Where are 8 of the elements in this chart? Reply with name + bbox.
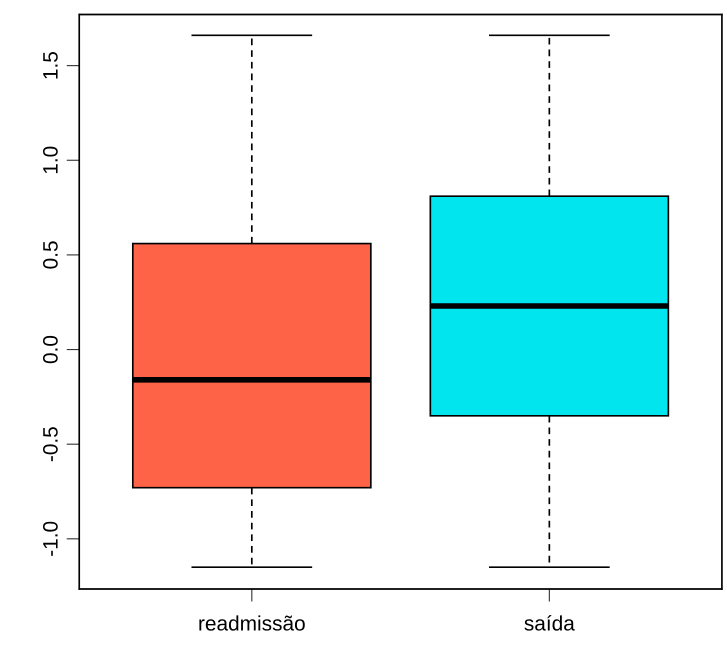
y-tick-label: 1.0 (43, 146, 58, 174)
y-tick-label: 0.0 (43, 336, 58, 364)
y-tick-label: 1.5 (43, 52, 58, 79)
x-tick-label: saída (524, 615, 575, 631)
y-tick-label: -0.5 (43, 427, 58, 462)
x-tick-label: readmissão (199, 615, 305, 631)
y-tick-label: 0.5 (43, 241, 58, 269)
y-tick-label: -1.0 (43, 522, 58, 556)
